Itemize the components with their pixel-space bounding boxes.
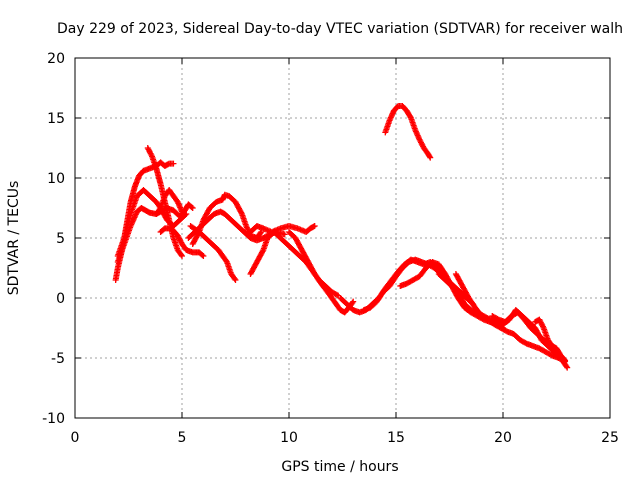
series-arc-11 xyxy=(247,223,318,235)
data-point xyxy=(170,160,177,167)
y-tick-label: 10 xyxy=(47,171,65,187)
data-point xyxy=(564,364,571,371)
data-point-interp xyxy=(188,204,195,211)
x-axis-label: GPS time / hours xyxy=(281,459,398,475)
y-tick-label: -10 xyxy=(42,411,65,427)
data-point-interp xyxy=(407,113,414,120)
y-tick-label: 0 xyxy=(56,291,65,307)
data-point-interp xyxy=(561,356,568,363)
data-point-interp xyxy=(178,251,185,258)
data-point-interp xyxy=(238,209,245,216)
series-arc-3 xyxy=(114,187,190,259)
data-point-interp xyxy=(349,299,356,306)
data-point-interp xyxy=(333,291,340,298)
data-point xyxy=(179,253,185,259)
data-point xyxy=(179,208,185,215)
y-tick-label: 5 xyxy=(56,231,65,247)
grid xyxy=(75,58,610,418)
data-point xyxy=(427,154,434,161)
y-tick-label: 20 xyxy=(47,51,65,67)
axis-ticks: 0 5 10 15 20 25 -10 -5 0 5 10 15 20 xyxy=(42,51,619,446)
y-tick-label: 15 xyxy=(47,111,65,127)
data-point-interp xyxy=(257,230,264,237)
series-arc-15 xyxy=(382,103,434,161)
data-point xyxy=(311,223,318,229)
data-point-interp xyxy=(426,153,433,160)
data-point xyxy=(183,211,190,217)
series-arc-4 xyxy=(144,145,185,259)
plot-data xyxy=(112,103,571,371)
series-arc-9 xyxy=(187,223,239,283)
x-tick-label: 5 xyxy=(178,430,187,446)
data-point xyxy=(189,205,196,211)
data-point xyxy=(281,231,288,238)
data-point-interp xyxy=(231,275,238,282)
x-tick-label: 10 xyxy=(280,430,298,446)
x-tick-label: 25 xyxy=(601,430,619,446)
data-point xyxy=(562,357,569,364)
data-point xyxy=(232,277,239,283)
series-arc-20 xyxy=(532,316,569,364)
data-point-interp xyxy=(182,212,189,218)
y-tick-label: -5 xyxy=(51,351,65,367)
chart-title: Day 229 of 2023, Sidereal Day-to-day VTE… xyxy=(57,21,623,37)
data-point-interp xyxy=(563,363,570,370)
series-arc-5 xyxy=(153,187,185,217)
series-arc-6 xyxy=(157,225,207,259)
data-point xyxy=(200,253,207,259)
x-tick-label: 15 xyxy=(387,430,405,446)
x-tick-label: 20 xyxy=(494,430,512,446)
series-arc-7 xyxy=(189,191,265,247)
x-tick-label: 0 xyxy=(71,430,80,446)
data-point-interp xyxy=(199,252,206,259)
y-axis-label: SDTVAR / TECUs xyxy=(6,181,22,296)
data-point-interp xyxy=(259,248,266,255)
data-point xyxy=(350,298,357,305)
